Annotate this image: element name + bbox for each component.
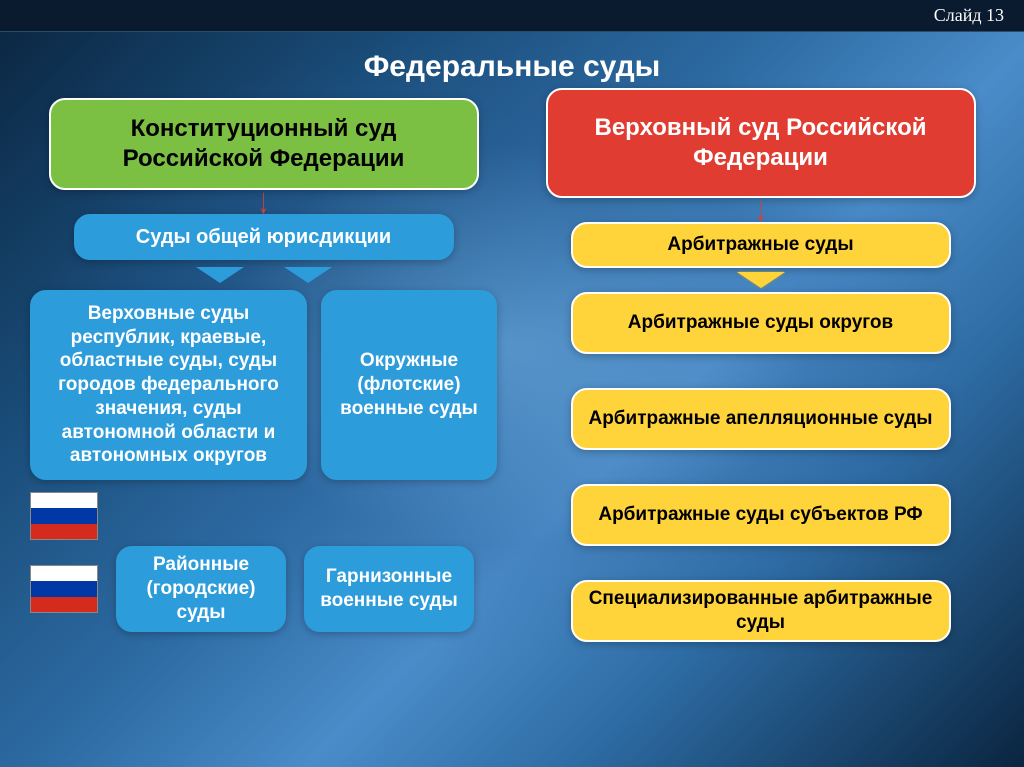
- arb-subj-box: Арбитражные суды субъектов РФ: [571, 484, 951, 546]
- arrow-down-icon: [284, 267, 332, 283]
- garrison-courts-box: Гарнизонные военные суды: [304, 546, 474, 632]
- flag-icon: [30, 565, 98, 613]
- right-column: Верховный суд Российской Федерации ↓ Арб…: [527, 98, 994, 642]
- arrow-down-icon: ↓: [756, 192, 766, 228]
- constitutional-court-label: Конституционный суд Российской Федерации: [65, 114, 463, 174]
- two-columns: Конституционный суд Российской Федерации…: [30, 98, 994, 642]
- military-okrug-label: Окружные (флотские) военные суды: [337, 349, 481, 420]
- flag-icon: [30, 492, 98, 540]
- bottom-courts-row: Районные (городские) суды Гарнизонные во…: [30, 546, 497, 632]
- arrow-down-icon: [196, 267, 244, 283]
- regional-courts-label: Верховные суды республик, краевые, облас…: [46, 302, 291, 468]
- supreme-court-label: Верховный суд Российской Федерации: [562, 113, 960, 173]
- arrow-down-icon: [737, 272, 785, 288]
- arb-appeal-label: Арбитражные апелляционные суды: [588, 407, 932, 431]
- arb-spec-label: Специализированные арбитражные суды: [587, 587, 935, 635]
- general-jurisdiction-label: Суды общей юрисдикции: [136, 225, 391, 250]
- arb-spec-box: Специализированные арбитражные суды: [571, 580, 951, 642]
- garrison-courts-label: Гарнизонные военные суды: [320, 565, 458, 613]
- arbitration-courts-label: Арбитражные суды: [667, 233, 853, 257]
- arb-appeal-box: Арбитражные апелляционные суды: [571, 388, 951, 450]
- constitutional-court-box: Конституционный суд Российской Федерации: [49, 98, 479, 190]
- left-column: Конституционный суд Российской Федерации…: [30, 98, 497, 642]
- arbitration-stack: Арбитражные суды округов Арбитражные апе…: [527, 292, 994, 642]
- page-title: Федеральные суды: [30, 50, 994, 84]
- military-okrug-box: Окружные (флотские) военные суды: [321, 290, 497, 480]
- arb-okrug-box: Арбитражные суды округов: [571, 292, 951, 354]
- regional-courts-box: Верховные суды республик, краевые, облас…: [30, 290, 307, 480]
- arrow-down-icon: ↓: [259, 184, 269, 220]
- slide-header: Слайд 13: [0, 0, 1024, 32]
- supreme-court-box: Верховный суд Российской Федерации: [546, 88, 976, 198]
- regional-military-row: Верховные суды республик, краевые, облас…: [30, 290, 497, 480]
- slide-number-label: Слайд 13: [934, 5, 1004, 26]
- district-courts-label: Районные (городские) суды: [132, 553, 270, 624]
- arb-subj-label: Арбитражные суды субъектов РФ: [598, 503, 922, 527]
- slide-content: Федеральные суды Конституционный суд Рос…: [0, 40, 1024, 767]
- district-courts-box: Районные (городские) суды: [116, 546, 286, 632]
- flag-row-1: [30, 492, 497, 540]
- arb-okrug-label: Арбитражные суды округов: [628, 311, 893, 335]
